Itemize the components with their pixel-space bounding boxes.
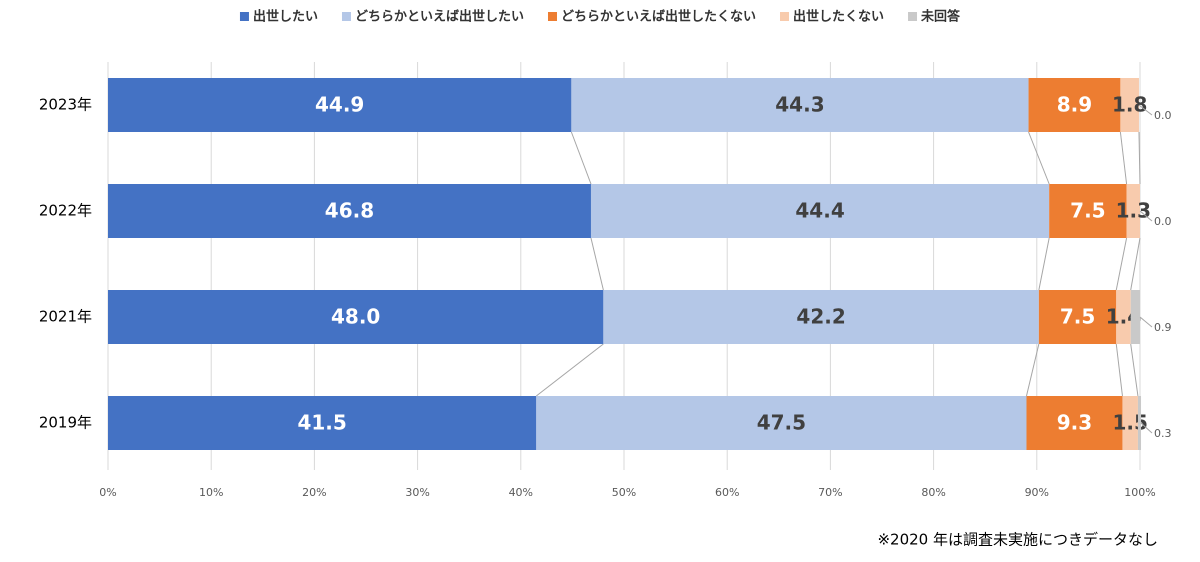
data-label: 7.5 bbox=[1070, 199, 1105, 223]
y-tick-label: 2022年 bbox=[39, 202, 92, 220]
legend-label: どちらかといえば出世したくない bbox=[561, 9, 756, 25]
bar-segment bbox=[590, 184, 1050, 238]
leader-line bbox=[1139, 210, 1153, 222]
series-line bbox=[570, 131, 592, 185]
data-label: 1.5 bbox=[1112, 411, 1147, 435]
data-label: 9.3 bbox=[1057, 411, 1092, 435]
bar-segment bbox=[1122, 396, 1138, 450]
annotation: ※2020 年は調査未実施につきデータなし bbox=[877, 531, 1158, 549]
x-tick-label: 70% bbox=[818, 486, 842, 499]
x-tick-label: 20% bbox=[302, 486, 326, 499]
x-tick-label: 30% bbox=[405, 486, 429, 499]
data-label: 0.9 bbox=[1154, 321, 1172, 334]
x-tick-label: 60% bbox=[715, 486, 739, 499]
series-line bbox=[1115, 343, 1123, 397]
data-label: 44.4 bbox=[795, 199, 844, 223]
legend-marker bbox=[780, 12, 790, 21]
series-line bbox=[1130, 343, 1139, 397]
data-label: 1.8 bbox=[1112, 93, 1147, 117]
y-tick-label: 2023年 bbox=[39, 96, 92, 114]
bar-segment bbox=[1116, 290, 1131, 344]
x-tick-label: 80% bbox=[921, 486, 945, 499]
data-label: 0.0 bbox=[1154, 109, 1172, 122]
series-line bbox=[1038, 237, 1050, 291]
bar-segment bbox=[108, 78, 572, 132]
series-line bbox=[1119, 131, 1128, 185]
legend-marker bbox=[341, 12, 351, 21]
data-label: 8.9 bbox=[1057, 93, 1092, 117]
x-tick-label: 90% bbox=[1025, 486, 1049, 499]
bar-segment bbox=[108, 290, 604, 344]
leader-line bbox=[1138, 104, 1153, 116]
series-line bbox=[1028, 131, 1050, 185]
data-label: 47.5 bbox=[757, 411, 806, 435]
legend-marker bbox=[908, 12, 918, 21]
bar-segment bbox=[108, 396, 537, 450]
bar-segment bbox=[108, 184, 591, 238]
data-label: 7.5 bbox=[1060, 305, 1095, 329]
series-line bbox=[590, 237, 604, 291]
data-label: 41.5 bbox=[297, 411, 346, 435]
bar-segment bbox=[1026, 396, 1123, 450]
leader-line bbox=[1140, 422, 1153, 434]
x-tick-label: 100% bbox=[1124, 486, 1155, 499]
legend-label: どちらかといえば出世したい bbox=[355, 9, 524, 25]
bar-segment bbox=[603, 290, 1039, 344]
data-label: 0.3 bbox=[1154, 427, 1172, 440]
x-tick-label: 50% bbox=[612, 486, 636, 499]
y-tick-label: 2019年 bbox=[39, 414, 92, 432]
legend-label: 出世したくない bbox=[793, 9, 884, 25]
legend-label: 出世したい bbox=[253, 9, 318, 25]
legend-label: 未回答 bbox=[920, 9, 961, 25]
bar-segment bbox=[1126, 184, 1140, 238]
bar-segment bbox=[571, 78, 1029, 132]
data-label: 44.3 bbox=[775, 93, 824, 117]
bar-segment bbox=[1120, 78, 1139, 132]
series-line bbox=[1115, 237, 1128, 291]
x-tick-label: 0% bbox=[99, 486, 116, 499]
bar-segment bbox=[1049, 184, 1127, 238]
y-tick-label: 2021年 bbox=[39, 308, 92, 326]
x-tick-label: 10% bbox=[199, 486, 223, 499]
series-line bbox=[1130, 237, 1141, 291]
bar-segment bbox=[536, 396, 1027, 450]
series-line bbox=[535, 343, 604, 397]
leader-line bbox=[1139, 316, 1153, 328]
data-label: 42.2 bbox=[796, 305, 845, 329]
bar-segment bbox=[1137, 396, 1142, 450]
bar-segment bbox=[1038, 290, 1117, 344]
data-label: 46.8 bbox=[325, 199, 374, 223]
bar-segment bbox=[1130, 290, 1140, 344]
x-tick-label: 40% bbox=[509, 486, 533, 499]
series-line bbox=[1025, 343, 1040, 397]
legend-marker bbox=[547, 12, 557, 21]
bar-segment bbox=[1028, 78, 1121, 132]
data-label: 48.0 bbox=[331, 305, 380, 329]
data-label: 44.9 bbox=[315, 93, 364, 117]
data-label: 0.0 bbox=[1154, 215, 1172, 228]
series-line bbox=[1138, 131, 1141, 185]
legend-marker bbox=[239, 12, 249, 21]
data-label: 1.3 bbox=[1116, 199, 1151, 223]
